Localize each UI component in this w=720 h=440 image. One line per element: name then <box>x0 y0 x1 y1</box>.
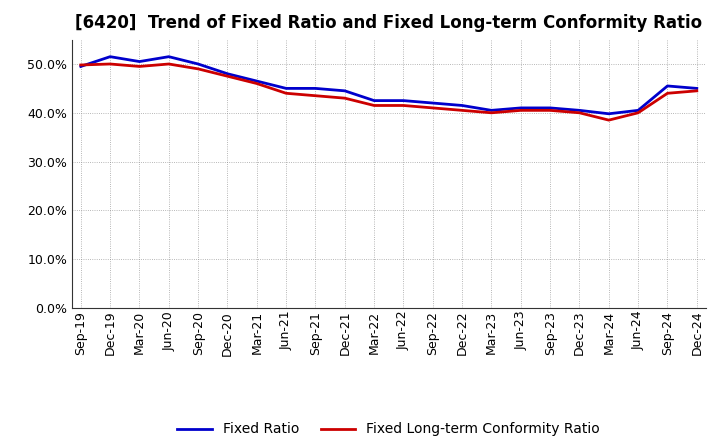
Fixed Ratio <box>399 98 408 103</box>
Fixed Long-term Conformity Ratio <box>106 61 114 66</box>
Fixed Long-term Conformity Ratio <box>663 91 672 96</box>
Fixed Ratio <box>663 83 672 88</box>
Fixed Ratio <box>516 105 525 110</box>
Fixed Long-term Conformity Ratio <box>605 117 613 123</box>
Fixed Ratio <box>223 71 232 77</box>
Fixed Long-term Conformity Ratio <box>164 61 173 66</box>
Legend: Fixed Ratio, Fixed Long-term Conformity Ratio: Fixed Ratio, Fixed Long-term Conformity … <box>172 417 606 440</box>
Fixed Ratio <box>575 108 584 113</box>
Fixed Long-term Conformity Ratio <box>253 81 261 86</box>
Fixed Long-term Conformity Ratio <box>341 95 349 101</box>
Fixed Long-term Conformity Ratio <box>693 88 701 93</box>
Fixed Ratio <box>135 59 144 64</box>
Fixed Long-term Conformity Ratio <box>575 110 584 115</box>
Fixed Long-term Conformity Ratio <box>223 73 232 79</box>
Fixed Ratio <box>487 108 496 113</box>
Fixed Ratio <box>428 100 437 106</box>
Fixed Long-term Conformity Ratio <box>282 91 290 96</box>
Fixed Long-term Conformity Ratio <box>370 103 379 108</box>
Fixed Long-term Conformity Ratio <box>458 108 467 113</box>
Fixed Long-term Conformity Ratio <box>311 93 320 99</box>
Fixed Ratio <box>693 86 701 91</box>
Fixed Long-term Conformity Ratio <box>487 110 496 115</box>
Fixed Ratio <box>282 86 290 91</box>
Fixed Long-term Conformity Ratio <box>546 108 554 113</box>
Fixed Long-term Conformity Ratio <box>634 110 642 115</box>
Fixed Ratio <box>605 111 613 117</box>
Fixed Ratio <box>311 86 320 91</box>
Fixed Ratio <box>76 64 85 69</box>
Fixed Ratio <box>341 88 349 93</box>
Fixed Long-term Conformity Ratio <box>399 103 408 108</box>
Fixed Ratio <box>194 61 202 66</box>
Fixed Long-term Conformity Ratio <box>135 64 144 69</box>
Fixed Ratio <box>370 98 379 103</box>
Fixed Long-term Conformity Ratio <box>194 66 202 72</box>
Fixed Ratio <box>106 54 114 59</box>
Fixed Ratio <box>634 108 642 113</box>
Line: Fixed Ratio: Fixed Ratio <box>81 57 697 114</box>
Fixed Ratio <box>253 78 261 84</box>
Fixed Long-term Conformity Ratio <box>76 62 85 68</box>
Line: Fixed Long-term Conformity Ratio: Fixed Long-term Conformity Ratio <box>81 64 697 120</box>
Fixed Long-term Conformity Ratio <box>516 108 525 113</box>
Fixed Ratio <box>458 103 467 108</box>
Fixed Ratio <box>164 54 173 59</box>
Fixed Long-term Conformity Ratio <box>428 105 437 110</box>
Fixed Ratio <box>546 105 554 110</box>
Title: [6420]  Trend of Fixed Ratio and Fixed Long-term Conformity Ratio: [6420] Trend of Fixed Ratio and Fixed Lo… <box>75 15 703 33</box>
